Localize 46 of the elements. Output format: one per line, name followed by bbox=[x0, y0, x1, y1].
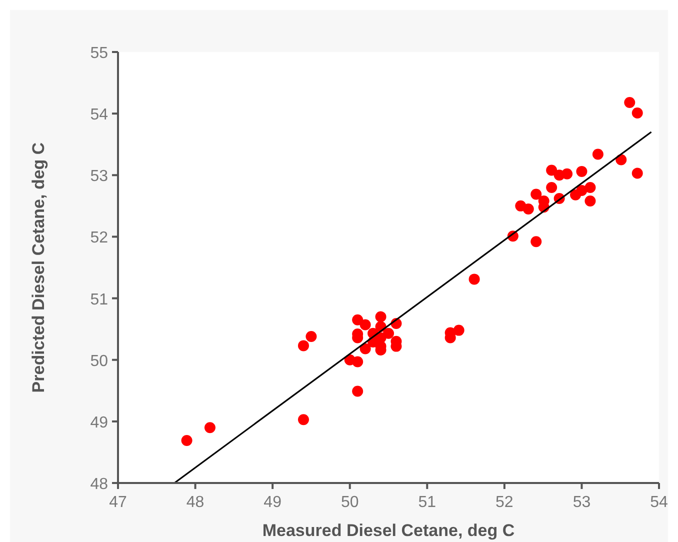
point bbox=[624, 96, 636, 108]
y-tick-label: 48 bbox=[90, 476, 108, 493]
y-tick-label: 50 bbox=[90, 352, 108, 370]
point bbox=[562, 168, 573, 180]
y-tick-label: 54 bbox=[90, 106, 108, 124]
point bbox=[576, 166, 588, 177]
point bbox=[352, 356, 364, 368]
point bbox=[306, 330, 317, 342]
point bbox=[375, 311, 386, 322]
point bbox=[352, 386, 364, 397]
point bbox=[468, 274, 480, 285]
y-tick-label: 49 bbox=[90, 414, 108, 432]
x-tick-label: 51 bbox=[418, 494, 436, 511]
point bbox=[298, 340, 309, 352]
point bbox=[352, 314, 364, 326]
point bbox=[181, 435, 192, 446]
point bbox=[383, 328, 394, 339]
x-tick-label: 53 bbox=[572, 494, 591, 511]
point bbox=[530, 188, 542, 200]
y-tick-label: 51 bbox=[90, 291, 108, 308]
point bbox=[530, 236, 542, 248]
y-tick-label: 53 bbox=[90, 168, 108, 186]
point bbox=[592, 148, 604, 160]
point bbox=[204, 422, 216, 434]
point bbox=[632, 107, 643, 118]
point bbox=[453, 324, 464, 336]
y-axis-title: Predicted Diesel Cetane, deg C bbox=[29, 142, 48, 393]
point bbox=[546, 164, 558, 176]
point bbox=[584, 196, 596, 207]
point bbox=[546, 182, 558, 193]
x-tick-label: 48 bbox=[186, 494, 204, 511]
x-tick-label: 50 bbox=[340, 494, 359, 511]
point bbox=[360, 319, 371, 330]
x-axis-title: Measured Diesel Cetane, deg C bbox=[262, 521, 515, 540]
point bbox=[632, 168, 643, 179]
point bbox=[522, 204, 534, 215]
y-tick-label: 55 bbox=[90, 45, 108, 62]
x-tick-label: 52 bbox=[496, 494, 514, 511]
point bbox=[576, 185, 588, 196]
y-tick-label: 52 bbox=[90, 230, 108, 247]
x-tick-label: 47 bbox=[109, 494, 127, 511]
point bbox=[584, 182, 596, 193]
point bbox=[298, 414, 309, 426]
x-tick-label: 49 bbox=[264, 494, 282, 511]
point bbox=[360, 343, 371, 354]
x-tick-label: 54 bbox=[650, 494, 668, 511]
